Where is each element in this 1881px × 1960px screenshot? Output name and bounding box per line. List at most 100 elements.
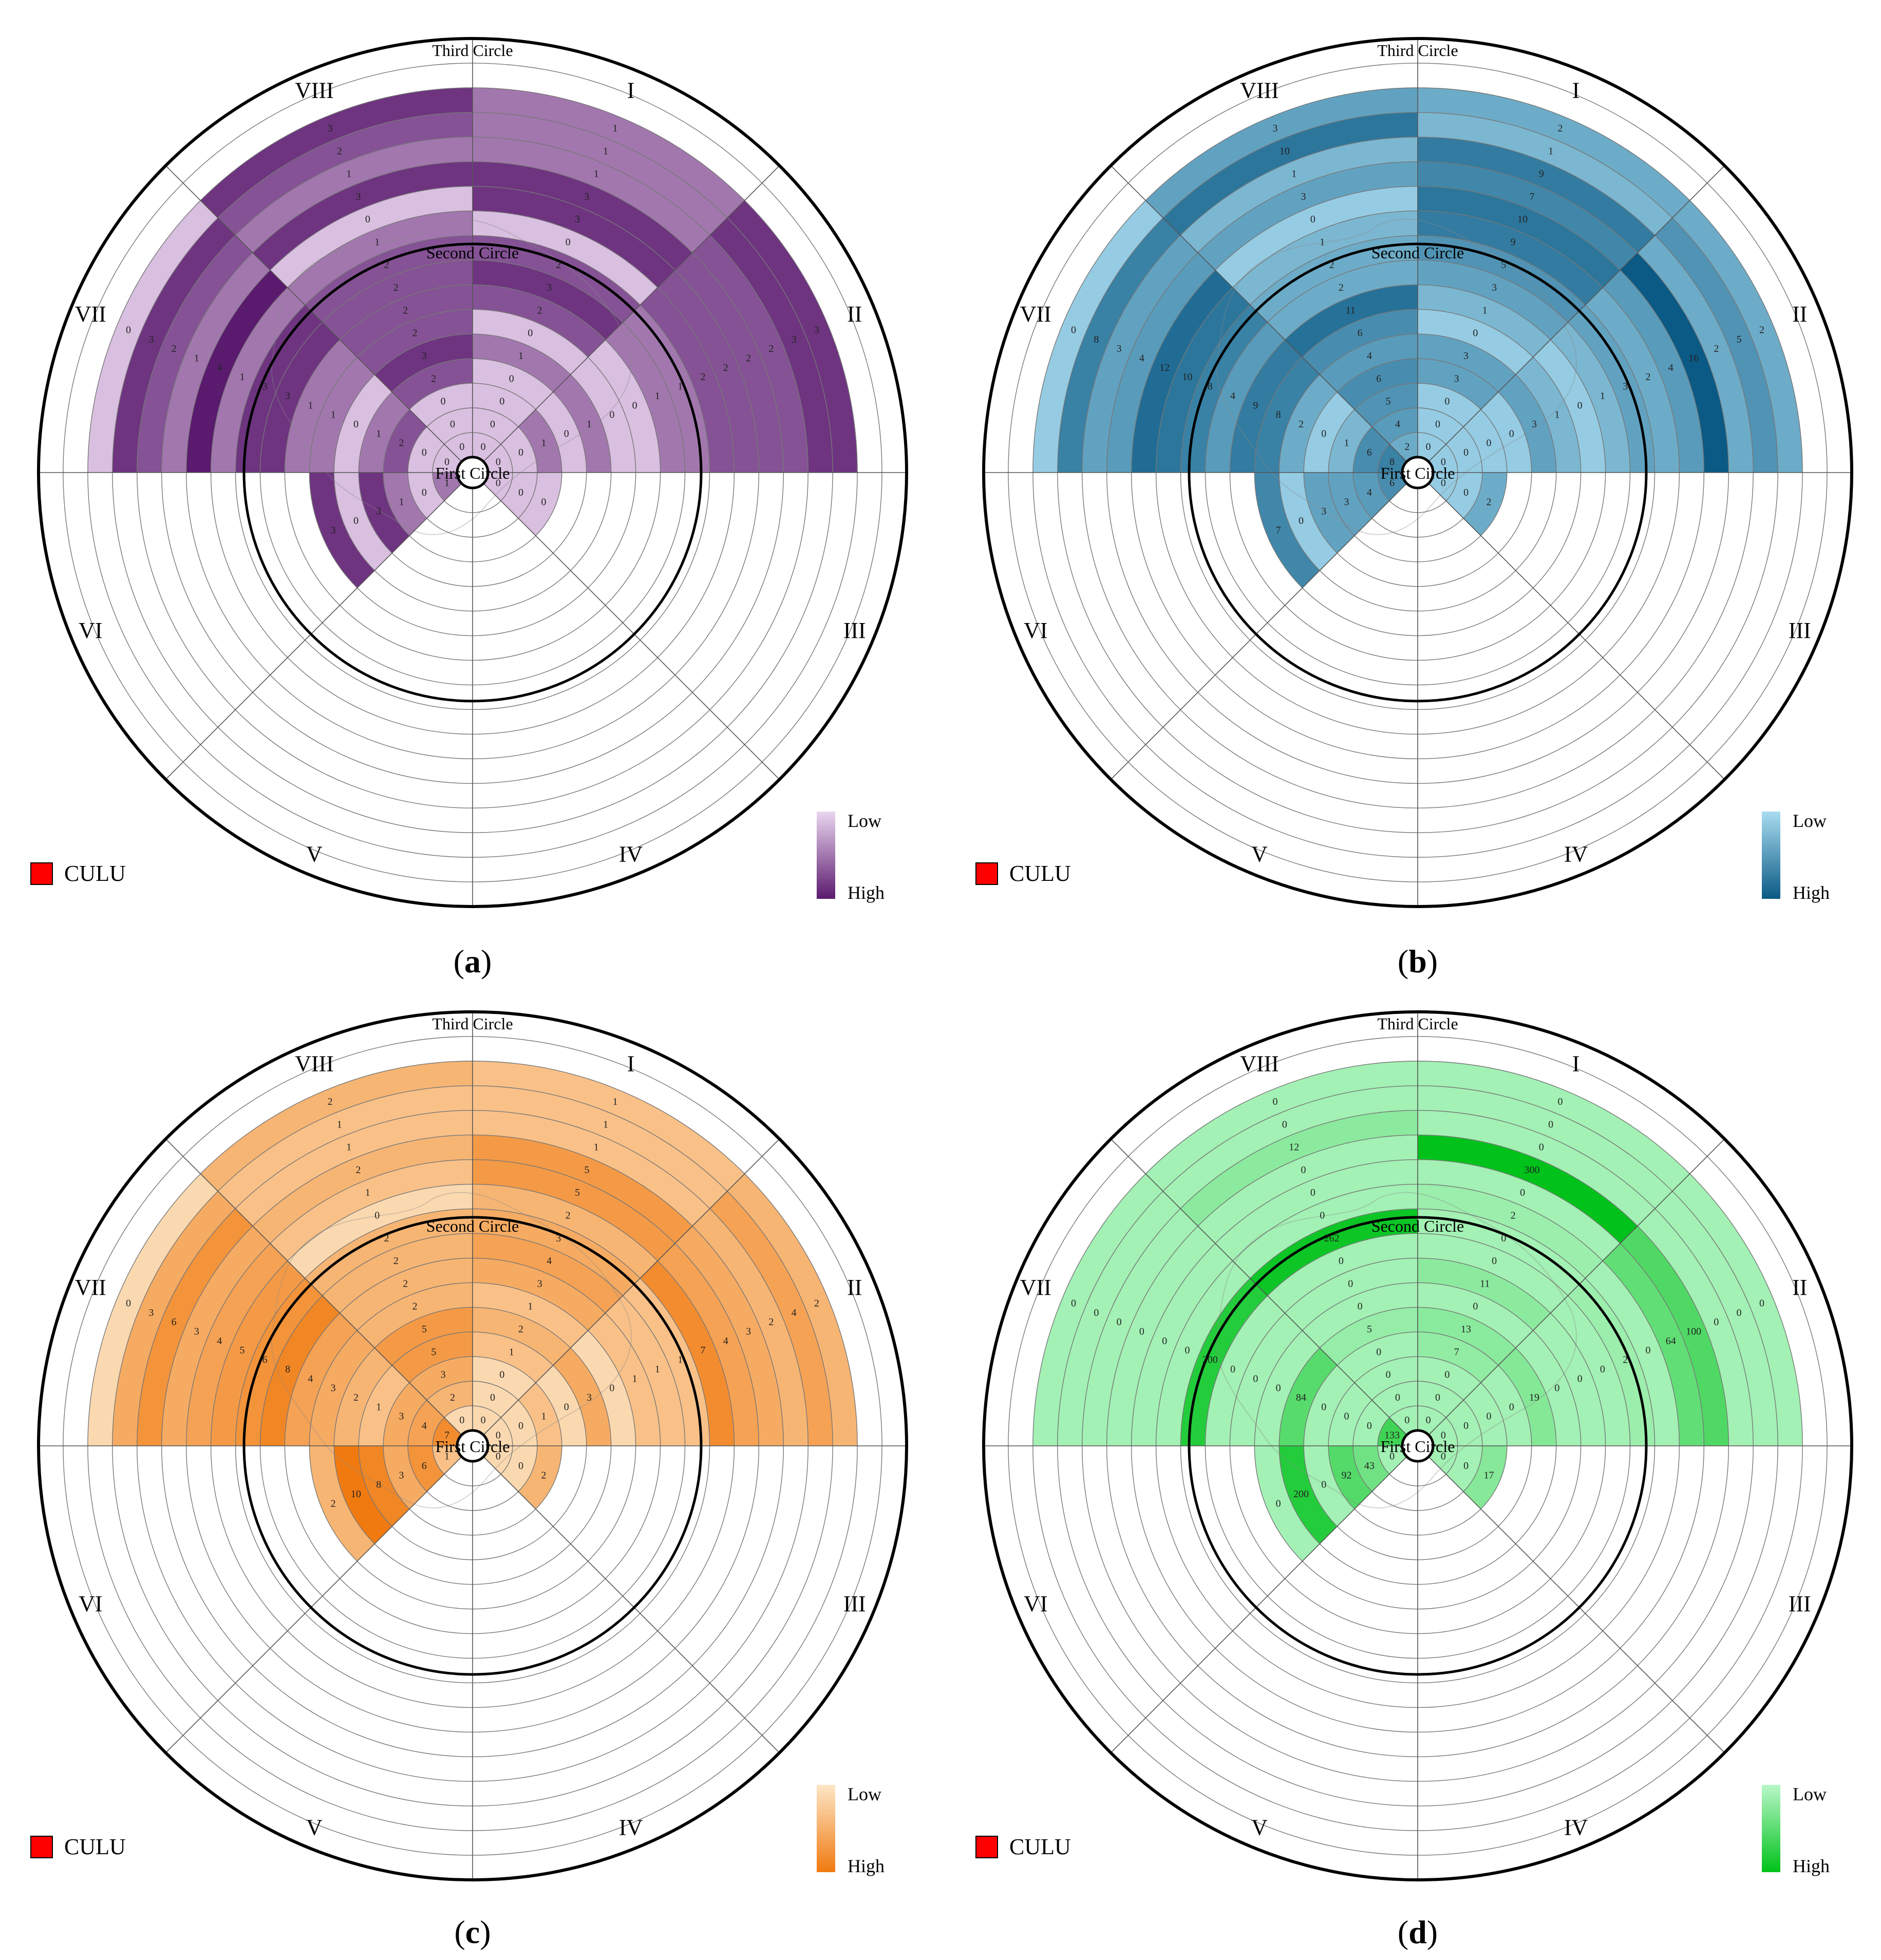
value-label-ii-ring-1: 0 <box>496 1429 501 1441</box>
heat-cell-i-ring-11 <box>473 186 675 288</box>
heat-cell-viii-ring-15 <box>1145 87 1418 218</box>
value-label-vii-ring-6: 0 <box>1276 1383 1281 1394</box>
heat-cell-ii-ring-8 <box>1550 1295 1630 1446</box>
heat-cell-i-ring-6 <box>1418 309 1533 375</box>
value-label-viii-ring-15: 2 <box>327 1096 332 1107</box>
heat-cell-i-ring-12 <box>1418 161 1638 270</box>
value-label-vii-ring-10: 1 <box>240 371 245 383</box>
heat-cell-i-ring-13 <box>1418 137 1655 253</box>
value-label-viii-ring-11: 0 <box>365 214 370 225</box>
sector-divider-1 <box>483 1138 780 1436</box>
value-label-ii-ring-11: 2 <box>723 362 728 373</box>
value-label-vii-ring-7: 1 <box>308 400 313 411</box>
value-label-i-ring-10: 9 <box>1511 237 1516 248</box>
value-label-vii-ring-10: 5 <box>240 1345 245 1356</box>
heat-cell-ii-ring-5 <box>1498 1348 1556 1446</box>
sector-divider-7 <box>1110 1138 1407 1436</box>
value-label-i-ring-11: 5 <box>575 1187 580 1198</box>
heat-cell-vii-ring-5 <box>1279 1348 1338 1446</box>
value-label-ii-ring-7: 0 <box>1577 400 1583 411</box>
heat-cell-i-ring-13 <box>473 137 710 253</box>
value-label-vii-ring-14: 0 <box>1094 1307 1099 1318</box>
value-label-viii-ring-13: 12 <box>1289 1142 1299 1153</box>
heat-cell-viii-ring-1 <box>444 432 473 462</box>
value-label-viii-ring-13: 1 <box>346 168 351 180</box>
value-label-viii-ring-14: 0 <box>1282 1119 1287 1130</box>
value-label-vii-ring-9: 3 <box>262 381 268 392</box>
value-label-vii-ring-7: 0 <box>1253 1373 1258 1384</box>
heat-cell-i-ring-1 <box>1418 432 1446 462</box>
value-label-ii-ring-10: 7 <box>700 1345 705 1356</box>
heat-cell-i-ring-5 <box>1418 1307 1516 1366</box>
value-label-ii-ring-11: 4 <box>1668 362 1673 373</box>
value-label-vii-ring-9: 200 <box>1202 1354 1218 1366</box>
caption-d: (d) <box>1366 1913 1469 1951</box>
heat-cell-iii-ring-1 <box>1428 1446 1458 1475</box>
heat-cell-ii-ring-11 <box>1603 270 1704 473</box>
value-label-i-ring-12: 7 <box>1529 191 1534 202</box>
value-label-i-ring-10: 0 <box>566 237 571 248</box>
value-label-viii-ring-15: 3 <box>327 123 332 134</box>
value-label-viii-ring-14: 1 <box>337 1119 342 1130</box>
heat-cell-ii-ring-6 <box>1515 357 1581 473</box>
value-label-ii-ring-4: 0 <box>1509 428 1514 439</box>
heat-cell-viii-ring-13 <box>235 1110 473 1226</box>
value-label-i-ring-1: 0 <box>1426 1415 1431 1426</box>
value-label-vii-ring-11: 0 <box>1162 1335 1167 1347</box>
value-label-vi-ring-4: 3 <box>376 506 381 517</box>
legend-color-bar <box>817 812 835 899</box>
sector-label-ii: II <box>1792 1275 1807 1300</box>
heat-cell-i-ring-9 <box>1418 235 1586 323</box>
value-label-i-ring-11: 0 <box>1520 1187 1525 1198</box>
heat-cell-vii-ring-4 <box>1304 1365 1355 1446</box>
heat-cell-ii-ring-4 <box>1480 392 1532 473</box>
heat-cell-i-ring-13 <box>473 1110 710 1226</box>
value-label-viii-ring-15: 0 <box>1272 1096 1277 1107</box>
sector-label-iii: III <box>843 618 866 643</box>
value-label-vii-ring-4: 0 <box>1321 428 1326 439</box>
heat-cell-viii-ring-6 <box>1302 1283 1418 1348</box>
heat-cell-vi-ring-1 <box>1378 1446 1407 1475</box>
value-label-ii-ring-4: 0 <box>564 1401 569 1412</box>
value-label-viii-ring-13: 1 <box>346 1142 351 1153</box>
value-label-vii-ring-4: 1 <box>376 428 381 439</box>
value-label-ii-ring-14: 3 <box>792 334 797 345</box>
heat-cell-vi-ring-5 <box>334 1446 392 1544</box>
sector-label-iv: IV <box>1564 1815 1588 1840</box>
heat-cell-viii-ring-10 <box>1232 211 1418 305</box>
value-label-vii-ring-3: 3 <box>399 1411 404 1422</box>
third-circle-label: Third Circle <box>1377 1014 1458 1033</box>
value-label-i-ring-10: 2 <box>1511 1210 1516 1221</box>
legend-low-label: Low <box>1793 811 1827 831</box>
value-label-viii-ring-6: 6 <box>1358 328 1363 339</box>
value-label-i-ring-9: 3 <box>556 1233 561 1244</box>
value-label-vii-ring-9: 8 <box>1208 381 1213 392</box>
value-label-iii-ring-3: 17 <box>1483 1469 1494 1481</box>
value-label-i-ring-3: 0 <box>499 1369 504 1381</box>
heat-cell-vii-ring-10 <box>1156 1260 1250 1446</box>
third-circle-ring <box>982 37 1853 908</box>
legend-low-label: Low <box>848 1784 881 1804</box>
sector-divider-1 <box>1428 165 1725 462</box>
sector-divider-1 <box>483 165 780 462</box>
value-label-vi-ring-1: 1 <box>444 1451 449 1462</box>
value-label-viii-ring-12: 3 <box>1301 191 1306 202</box>
heat-cell-iii-ring-3 <box>518 1446 562 1509</box>
heat-cell-ii-ring-2 <box>501 1400 537 1446</box>
third-circle-label: Third Circle <box>432 41 513 60</box>
heat-cell-i-ring-10 <box>1418 211 1603 305</box>
sector-divider-3 <box>1428 483 1725 780</box>
heat-cell-vi-ring-5 <box>334 473 392 571</box>
heat-cell-i-ring-8 <box>473 260 623 340</box>
caption-c-open: ( <box>454 1914 465 1950</box>
value-label-ii-ring-11: 4 <box>723 1335 728 1347</box>
value-labels: 0001213432551110010301117432420021638102… <box>126 1096 819 1509</box>
value-label-vii-ring-2: 6 <box>1367 447 1372 458</box>
value-label-viii-ring-2: 2 <box>450 1392 455 1403</box>
sector-label-viii: VIII <box>295 1051 334 1076</box>
value-label-ii-ring-15: 2 <box>814 1297 819 1309</box>
value-label-viii-ring-14: 10 <box>1280 145 1290 157</box>
heat-cell-vi-ring-2 <box>408 473 444 519</box>
heat-cell-ii-ring-8 <box>605 322 685 473</box>
heat-cell-ii-ring-10 <box>1585 1260 1680 1446</box>
